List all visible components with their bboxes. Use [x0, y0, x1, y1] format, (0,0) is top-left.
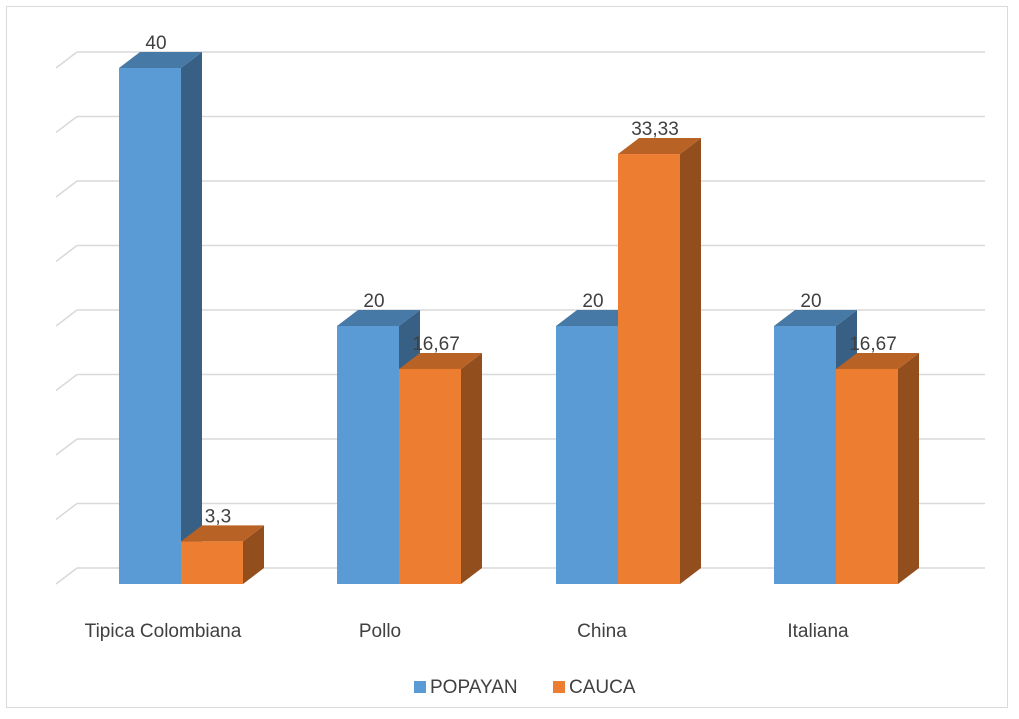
data-label-cauca-1: 16,67 — [412, 334, 460, 355]
category-labels: Tipica Colombiana Pollo China Italiana — [85, 621, 849, 642]
legend-swatch-popayan — [414, 681, 426, 693]
category-label-3: Italiana — [787, 621, 849, 642]
gridline-depth — [55, 244, 78, 263]
bar-side-cauca-1 — [461, 352, 482, 584]
category-label-2: China — [577, 621, 627, 642]
gridline-depth — [55, 373, 78, 392]
gridline-depth — [55, 115, 78, 134]
data-label-popayan-1: 20 — [363, 291, 384, 312]
data-label-cauca-3: 16,67 — [849, 334, 897, 355]
data-labels: 40 3,3 20 16,67 20 33,33 20 16,67 — [145, 33, 896, 527]
bar-cauca-3 — [836, 368, 898, 584]
data-label-cauca-2: 33,33 — [631, 119, 679, 140]
bar-top-cauca-0 — [181, 525, 264, 542]
data-label-popayan-3: 20 — [800, 291, 821, 312]
bar-popayan-2 — [556, 326, 618, 584]
bar-popayan-0 — [119, 68, 181, 584]
bar-cauca-0 — [181, 541, 243, 584]
category-label-1: Pollo — [359, 621, 401, 642]
legend-label-cauca: CAUCA — [569, 677, 636, 698]
bars — [119, 52, 919, 584]
gridline-depth — [55, 502, 78, 521]
bar-top-popayan-3 — [774, 310, 857, 326]
data-label-popayan-2: 20 — [582, 291, 603, 312]
bar-cauca-1 — [399, 368, 461, 584]
bar-top-cauca-2 — [618, 138, 701, 155]
gridline-depth — [55, 180, 78, 198]
bar-side-cauca-0 — [243, 525, 264, 584]
data-label-cauca-0: 3,3 — [205, 506, 231, 527]
gridline-depth — [55, 51, 78, 69]
legend-swatch-cauca — [553, 681, 565, 693]
bar-top-popayan-0 — [119, 52, 202, 68]
bar-popayan-3 — [774, 326, 836, 584]
bar-top-cauca-3 — [836, 352, 919, 369]
bar-cauca-2 — [618, 154, 680, 584]
bar-side-cauca-3 — [898, 352, 919, 584]
gridline-depth — [55, 309, 78, 327]
gridline-depth — [55, 438, 78, 456]
category-label-0: Tipica Colombiana — [85, 621, 242, 642]
bar-top-cauca-1 — [399, 352, 482, 369]
legend-label-popayan: POPAYAN — [430, 677, 518, 698]
bar-top-popayan-1 — [337, 310, 420, 326]
bar-popayan-1 — [337, 326, 399, 584]
bar-side-cauca-2 — [680, 138, 701, 584]
gridline-depth — [55, 567, 78, 585]
legend: POPAYAN CAUCA — [414, 677, 636, 698]
bar-side-popayan-0 — [181, 52, 202, 584]
data-label-popayan-0: 40 — [145, 33, 166, 54]
